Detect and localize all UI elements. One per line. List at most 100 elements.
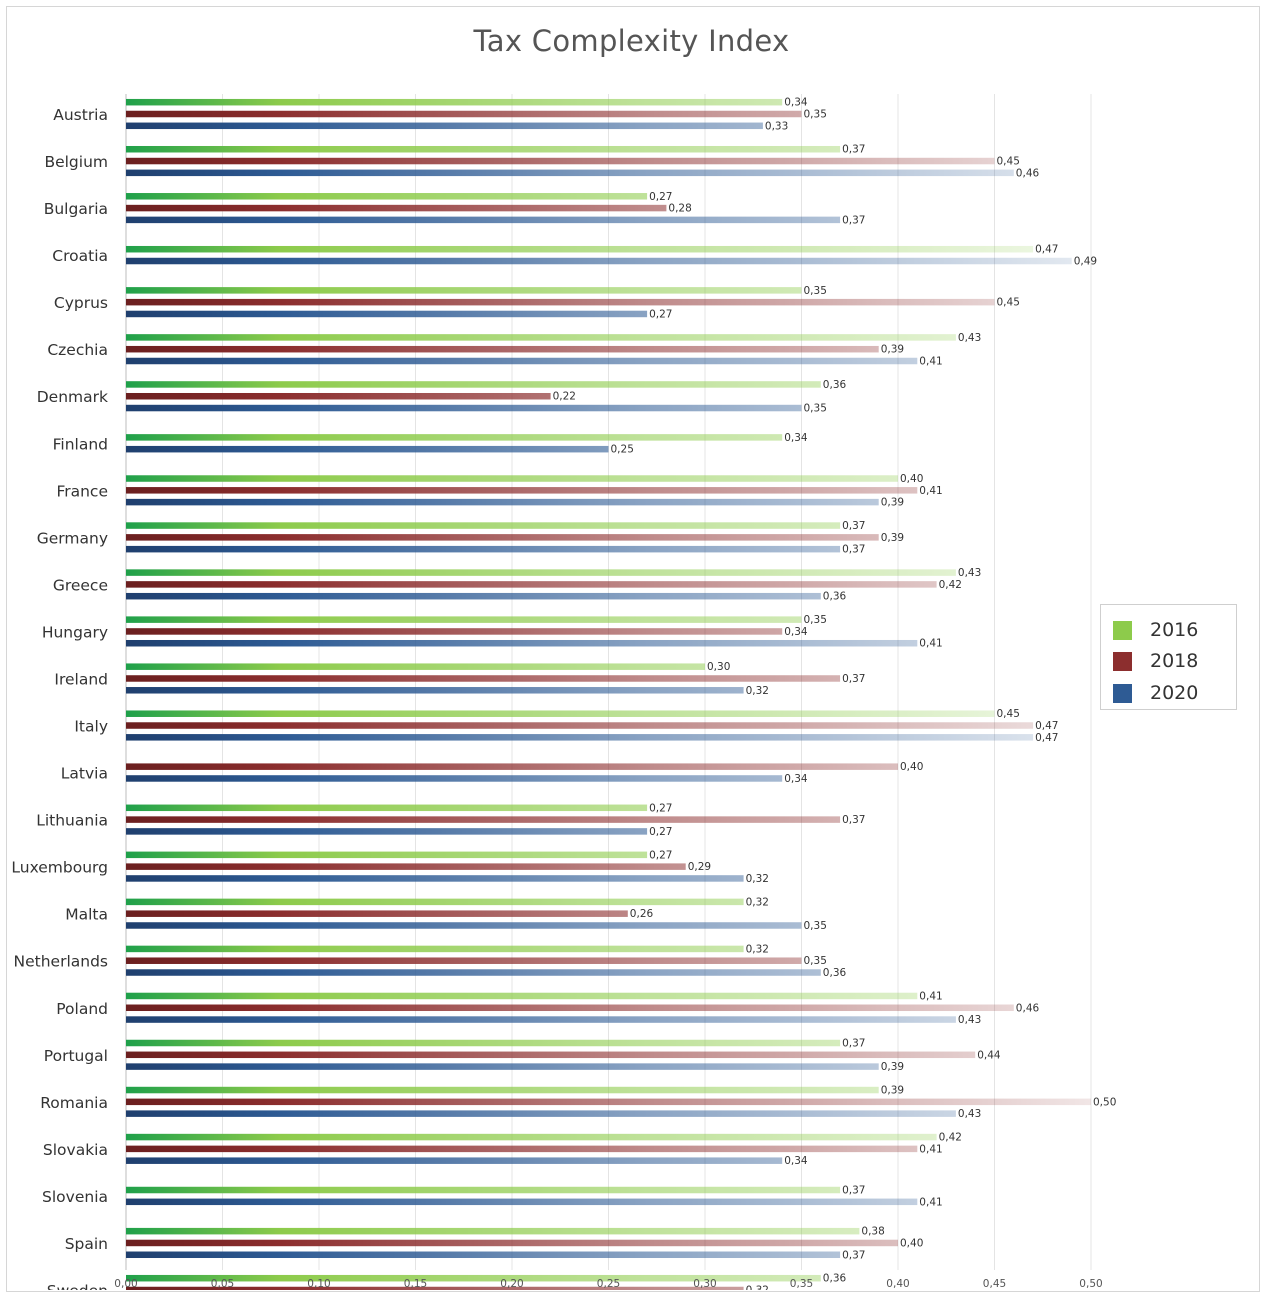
value-label-czechia-2016: 0,43 — [958, 332, 981, 344]
bar-denmark-2020 — [126, 404, 802, 412]
bar-belgium-2016 — [126, 145, 841, 153]
bar-poland-2020 — [126, 1016, 956, 1023]
category-label-slovenia: Slovenia — [42, 1188, 108, 1206]
value-label-luxembourg-2018: 0,29 — [688, 861, 711, 873]
value-label-belgium-2020: 0,46 — [1016, 167, 1040, 179]
bar-czechia-2020 — [126, 357, 918, 365]
value-label-greece-2016: 0,43 — [958, 567, 981, 579]
category-label-greece: Greece — [53, 576, 108, 594]
value-label-lithuania-2020: 0,27 — [649, 826, 672, 838]
bar-italy-2018 — [126, 722, 1034, 729]
bar-lithuania-2016 — [126, 804, 648, 812]
value-label-netherlands-2016: 0,32 — [746, 943, 769, 955]
value-label-croatia-2016: 0,47 — [1035, 244, 1058, 256]
bar-cyprus-2016 — [126, 287, 802, 294]
legend-label-2020: 2020 — [1150, 682, 1199, 704]
category-label-hungary: Hungary — [42, 623, 108, 641]
bar-bulgaria-2020 — [126, 216, 841, 224]
value-label-lithuania-2018: 0,37 — [842, 814, 865, 826]
bar-greece-2018 — [126, 581, 937, 588]
bar-romania-2020 — [126, 1110, 956, 1117]
bar-sweden-2016 — [126, 1274, 821, 1282]
bar-poland-2016 — [126, 992, 918, 1000]
value-label-germany-2016: 0,37 — [842, 520, 865, 532]
value-label-poland-2018: 0,46 — [1016, 1002, 1040, 1014]
value-label-greece-2020: 0,36 — [823, 591, 847, 603]
bar-romania-2018 — [126, 1098, 1091, 1106]
value-label-spain-2020: 0,37 — [842, 1249, 865, 1261]
bar-ireland-2020 — [126, 687, 744, 694]
bar-austria-2020 — [126, 122, 763, 130]
value-label-france-2016: 0,40 — [900, 473, 923, 485]
category-label-belgium: Belgium — [44, 153, 108, 171]
bar-luxembourg-2020 — [126, 875, 744, 882]
value-label-slovakia-2018: 0,41 — [919, 1143, 942, 1155]
value-label-slovenia-2020: 0,41 — [919, 1196, 942, 1208]
value-label-italy-2020: 0,47 — [1035, 732, 1058, 744]
category-label-denmark: Denmark — [37, 388, 108, 406]
value-label-malta-2020: 0,35 — [804, 920, 827, 932]
x-tick-label: 0,15 — [404, 1278, 427, 1290]
x-tick-label: 0,45 — [983, 1278, 1006, 1290]
bar-lithuania-2020 — [126, 828, 648, 835]
bar-slovakia-2016 — [126, 1133, 937, 1141]
bar-croatia-2016 — [126, 245, 1034, 253]
category-label-germany: Germany — [37, 529, 108, 547]
bar-ireland-2018 — [126, 675, 841, 682]
bar-malta-2020 — [126, 922, 802, 929]
bar-greece-2016 — [126, 569, 956, 576]
bar-czechia-2016 — [126, 334, 956, 341]
x-tick-label: 0,05 — [211, 1278, 234, 1290]
bar-cyprus-2020 — [126, 310, 648, 318]
bar-poland-2018 — [126, 1004, 1014, 1012]
value-label-spain-2016: 0,38 — [861, 1226, 884, 1238]
bar-slovakia-2018 — [126, 1145, 918, 1153]
x-tick-label: 0,20 — [500, 1278, 523, 1290]
bar-italy-2016 — [126, 710, 995, 717]
x-tick-label: 0,40 — [886, 1278, 909, 1290]
value-label-finland-2016: 0,34 — [784, 432, 808, 444]
category-label-lithuania: Lithuania — [36, 812, 108, 830]
bar-croatia-2020 — [126, 257, 1072, 265]
bar-denmark-2016 — [126, 381, 821, 388]
value-label-portugal-2016: 0,37 — [842, 1038, 865, 1050]
bar-luxembourg-2016 — [126, 851, 648, 859]
value-label-germany-2020: 0,37 — [842, 544, 865, 556]
value-label-austria-2018: 0,35 — [804, 109, 827, 121]
value-label-slovakia-2016: 0,42 — [939, 1132, 962, 1144]
category-label-ireland: Ireland — [54, 670, 108, 688]
bar-finland-2020 — [126, 445, 609, 453]
bar-france-2016 — [126, 475, 898, 482]
bar-netherlands-2020 — [126, 969, 821, 976]
value-label-ireland-2016: 0,30 — [707, 661, 730, 673]
value-label-romania-2018: 0,50 — [1093, 1096, 1116, 1108]
bar-greece-2020 — [126, 592, 821, 600]
value-label-netherlands-2020: 0,36 — [823, 967, 847, 979]
value-label-denmark-2016: 0,36 — [823, 379, 847, 391]
bar-czechia-2018 — [126, 345, 879, 353]
value-label-france-2018: 0,41 — [919, 485, 942, 497]
value-label-hungary-2020: 0,41 — [919, 638, 942, 650]
category-label-austria: Austria — [53, 106, 108, 124]
category-label-luxembourg: Luxembourg — [11, 859, 108, 877]
x-tick-label: 0,25 — [597, 1278, 620, 1290]
value-label-ireland-2018: 0,37 — [842, 673, 865, 685]
value-label-spain-2018: 0,40 — [900, 1237, 923, 1249]
value-label-cyprus-2020: 0,27 — [649, 308, 672, 320]
bar-slovenia-2020 — [126, 1198, 918, 1206]
value-label-denmark-2020: 0,35 — [804, 403, 827, 415]
value-label-portugal-2018: 0,44 — [977, 1049, 1001, 1061]
category-label-czechia: Czechia — [47, 341, 108, 359]
category-label-bulgaria: Bulgaria — [44, 200, 108, 218]
value-label-netherlands-2018: 0,35 — [804, 955, 827, 967]
value-label-romania-2020: 0,43 — [958, 1108, 981, 1120]
bar-denmark-2018 — [126, 392, 551, 400]
bar-germany-2020 — [126, 545, 841, 553]
value-label-lithuania-2016: 0,27 — [649, 802, 672, 814]
value-label-cyprus-2016: 0,35 — [804, 285, 827, 297]
category-label-slovakia: Slovakia — [43, 1141, 108, 1159]
category-label-portugal: Portugal — [44, 1047, 108, 1065]
value-label-slovenia-2016: 0,37 — [842, 1185, 865, 1197]
value-label-austria-2016: 0,34 — [784, 97, 808, 109]
legend-swatch-2016 — [1113, 621, 1132, 640]
